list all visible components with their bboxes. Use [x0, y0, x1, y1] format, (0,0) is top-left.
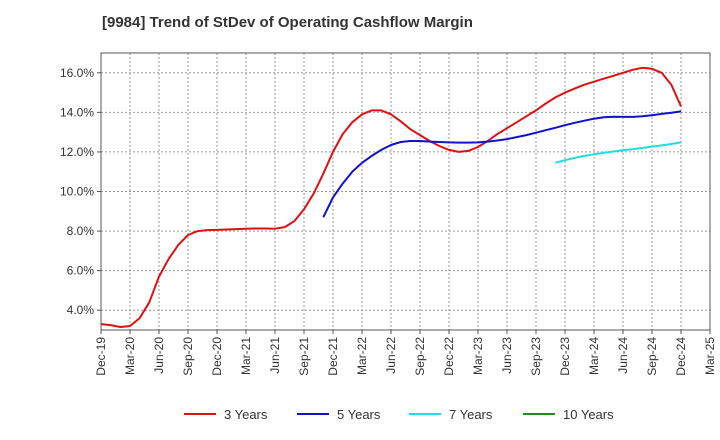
grid-layer	[100, 53, 711, 330]
x-tick-label: Mar-23	[471, 337, 485, 375]
y-tick-label: 16.0%	[60, 66, 94, 80]
series-layer	[100, 66, 682, 328]
x-tick-label: Jun-20	[152, 337, 166, 374]
x-tick-label: Dec-20	[210, 337, 224, 376]
legend-label-5-years: 5 Years	[337, 407, 381, 422]
x-tick-label: Mar-25	[703, 337, 717, 375]
x-tick-label: Sep-22	[413, 337, 427, 376]
y-tick-label: 14.0%	[60, 105, 94, 119]
x-tick-label: Sep-24	[645, 337, 659, 376]
legend: 3 Years 5 Years 7 Years 10 Years	[184, 407, 614, 422]
x-tick-label: Jun-23	[500, 337, 514, 374]
series-line-3-years	[100, 66, 682, 328]
x-axis: Dec-19 Mar-20 Jun-20 Sep-20 Dec-20 Mar-21 Jun-…	[94, 330, 717, 376]
x-tick-label: Sep-21	[297, 337, 311, 376]
x-tick-label: Jun-24	[616, 337, 630, 374]
series-line-7-years	[555, 141, 682, 164]
x-tick-label: Dec-21	[326, 337, 340, 376]
y-axis: 4.0% 6.0% 8.0% 10.0% 12.0% 14.0% 16.0%	[60, 66, 101, 317]
legend-label-10-years: 10 Years	[563, 407, 614, 422]
x-tick-label: Dec-24	[674, 337, 688, 376]
x-tick-label: Jun-21	[268, 337, 282, 374]
x-tick-label: Sep-20	[181, 337, 195, 376]
series-line-5-years	[322, 110, 682, 218]
y-tick-label: 8.0%	[67, 224, 95, 238]
x-tick-label: Mar-20	[123, 337, 137, 375]
y-tick-label: 6.0%	[67, 264, 95, 278]
x-tick-label: Dec-22	[442, 337, 456, 376]
x-tick-label: Mar-21	[239, 337, 253, 375]
x-tick-label: Mar-22	[355, 337, 369, 375]
legend-label-7-years: 7 Years	[449, 407, 493, 422]
chart-title: [9984] Trend of StDev of Operating Cashf…	[102, 14, 473, 31]
x-tick-label: Dec-19	[94, 337, 108, 376]
legend-label-3-years: 3 Years	[224, 407, 268, 422]
x-tick-label: Mar-24	[587, 337, 601, 375]
x-tick-label: Dec-23	[558, 337, 572, 376]
y-tick-label: 4.0%	[67, 303, 95, 317]
y-tick-label: 12.0%	[60, 145, 94, 159]
y-tick-label: 10.0%	[60, 185, 94, 199]
x-tick-label: Sep-23	[529, 337, 543, 376]
x-tick-label: Jun-22	[384, 337, 398, 374]
